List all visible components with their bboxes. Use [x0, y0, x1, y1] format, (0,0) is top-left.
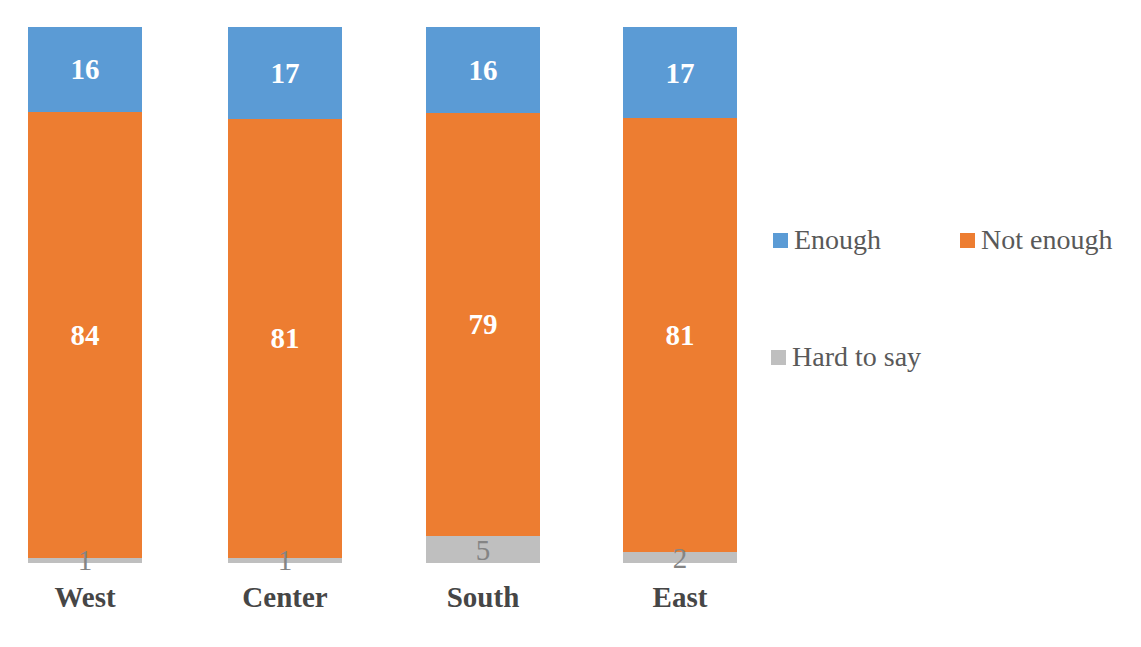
bar-center: 17811 [228, 27, 342, 563]
data-label: 1 [28, 546, 142, 575]
data-label: 17 [623, 58, 737, 87]
category-label-center: Center [228, 583, 342, 612]
data-label: 81 [228, 324, 342, 353]
data-label: 81 [623, 321, 737, 350]
legend-label: Not enough [981, 226, 1112, 254]
bar-east: 17812 [623, 27, 737, 563]
data-label: 16 [28, 55, 142, 84]
legend-item-hard-to-say: Hard to say [771, 343, 921, 371]
legend-label: Enough [794, 226, 881, 254]
data-label: 1 [228, 546, 342, 575]
data-label: 84 [28, 320, 142, 349]
legend-item-enough: Enough [773, 226, 881, 254]
legend-swatch-icon [960, 233, 975, 248]
data-label: 2 [623, 543, 737, 572]
data-label: 5 [426, 535, 540, 564]
legend-swatch-icon [771, 350, 786, 365]
legend-item-not-enough: Not enough [960, 226, 1112, 254]
category-label-south: South [426, 583, 540, 612]
legend-label: Hard to say [792, 343, 921, 371]
data-label: 17 [228, 59, 342, 88]
stacked-bar-chart: 16841West17811Center16795South17812East … [0, 0, 1141, 647]
data-label: 79 [426, 310, 540, 339]
category-label-east: East [623, 583, 737, 612]
plot-area: 16 84 1 West 17 81 1 Center 16 79 5 South 17 81 2 East [0, 0, 1141, 647]
bar-west: 16841 [28, 27, 142, 563]
category-label-west: West [28, 583, 142, 612]
data-label: 16 [426, 55, 540, 84]
legend-swatch-icon [773, 233, 788, 248]
bar-south: 16 79 5 [426, 27, 540, 563]
